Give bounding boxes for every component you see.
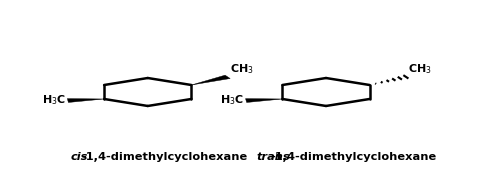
Text: H$_3$C: H$_3$C [42,94,66,107]
Text: CH$_3$: CH$_3$ [230,62,254,76]
Text: H$_3$C: H$_3$C [220,94,244,107]
Text: cis: cis [70,152,87,162]
Text: -1,4-dimethylcyclohexane: -1,4-dimethylcyclohexane [270,152,437,162]
Text: -1,4-dimethylcyclohexane: -1,4-dimethylcyclohexane [81,152,247,162]
Polygon shape [192,75,230,85]
Polygon shape [246,99,282,102]
Polygon shape [68,99,104,102]
Text: trans: trans [256,152,290,162]
Text: CH$_3$: CH$_3$ [408,62,432,76]
